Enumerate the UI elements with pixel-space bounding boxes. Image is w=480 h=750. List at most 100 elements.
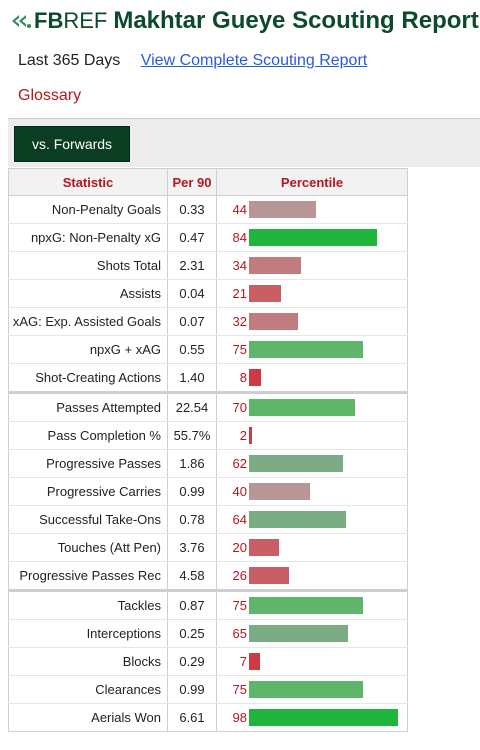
percentile-cell: 70	[216, 391, 408, 422]
stat-name: npxG: Non-Penalty xG	[8, 223, 168, 252]
percentile-value: 65	[232, 626, 247, 641]
percentile-cell: 44	[216, 195, 408, 224]
percentile-cell: 8	[216, 363, 408, 393]
percentile-bar	[249, 597, 363, 614]
table-row: Progressive Carries 0.99 40	[8, 477, 408, 506]
per90-value: 2.31	[167, 251, 217, 280]
stat-name: Interceptions	[8, 619, 168, 648]
percentile-cell: 34	[216, 251, 408, 280]
percentile-bar	[249, 257, 301, 274]
stat-name: Blocks	[8, 647, 168, 676]
percentile-cell: 26	[216, 561, 408, 591]
table-row: Assists 0.04 21	[8, 279, 408, 308]
per90-value: 0.07	[167, 307, 217, 336]
per90-value: 0.47	[167, 223, 217, 252]
percentile-cell: 64	[216, 505, 408, 534]
percentile-bar	[249, 313, 298, 330]
table-row: Clearances 0.99 75	[8, 675, 408, 704]
percentile-value: 75	[232, 342, 247, 357]
header-statistic[interactable]: Statistic	[8, 168, 168, 196]
percentile-cell: 7	[216, 647, 408, 676]
per90-value: 0.04	[167, 279, 217, 308]
logo-text-ref: REF	[63, 8, 108, 33]
percentile-cell: 40	[216, 477, 408, 506]
header-per90[interactable]: Per 90	[167, 168, 217, 196]
percentile-bar	[249, 201, 316, 218]
per90-value: 0.99	[167, 477, 217, 506]
table-row: Pass Completion % 55.7% 2	[8, 421, 408, 450]
period-label: Last 365 Days	[18, 52, 121, 69]
table-row: Aerials Won 6.61 98	[8, 703, 408, 732]
per90-value: 1.40	[167, 363, 217, 393]
page-header: FB REF Makhtar Gueye Scouting Report	[10, 6, 479, 36]
percentile-bar	[249, 511, 346, 528]
per90-value: 0.55	[167, 335, 217, 364]
percentile-bar	[249, 625, 348, 642]
percentile-cell: 75	[216, 675, 408, 704]
percentile-value: 64	[232, 512, 247, 527]
per90-value: 55.7%	[167, 421, 217, 450]
per90-value: 4.58	[167, 561, 217, 591]
per90-value: 0.87	[167, 589, 217, 620]
percentile-value: 98	[232, 710, 247, 725]
stat-name: Tackles	[8, 589, 168, 620]
tab-strip: vs. Forwards	[8, 118, 480, 167]
percentile-bar	[249, 427, 252, 444]
percentile-bar	[249, 455, 343, 472]
header-percentile[interactable]: Percentile	[216, 168, 408, 196]
percentile-value: 75	[232, 682, 247, 697]
stat-name: Progressive Passes	[8, 449, 168, 478]
fbref-logo-icon	[12, 15, 31, 28]
per90-value: 22.54	[167, 391, 217, 422]
stat-name: Aerials Won	[8, 703, 168, 732]
table-row: xAG: Exp. Assisted Goals 0.07 32	[8, 307, 408, 336]
percentile-bar	[249, 341, 363, 358]
stat-name: Passes Attempted	[8, 391, 168, 422]
stat-name: Progressive Carries	[8, 477, 168, 506]
percentile-bar	[249, 539, 279, 556]
per90-value: 0.33	[167, 195, 217, 224]
stat-name: Assists	[8, 279, 168, 308]
stat-name: Progressive Passes Rec	[8, 561, 168, 591]
per90-value: 0.78	[167, 505, 217, 534]
fbref-logo[interactable]: FB REF	[10, 8, 107, 34]
percentile-bar	[249, 653, 260, 670]
percentile-cell: 75	[216, 335, 408, 364]
percentile-value: 44	[232, 202, 247, 217]
percentile-cell: 62	[216, 449, 408, 478]
tab-vs-forwards[interactable]: vs. Forwards	[14, 126, 130, 162]
table-row: Tackles 0.87 75	[8, 589, 408, 620]
percentile-value: 34	[232, 258, 247, 273]
table-row: Progressive Passes 1.86 62	[8, 449, 408, 478]
stat-name: Shot-Creating Actions	[8, 363, 168, 393]
stat-name: Touches (Att Pen)	[8, 533, 168, 562]
percentile-bar	[249, 483, 310, 500]
table-row: Passes Attempted 22.54 70	[8, 391, 408, 422]
complete-report-link[interactable]: View Complete Scouting Report	[140, 52, 368, 69]
table-row: Interceptions 0.25 65	[8, 619, 408, 648]
table-row: npxG: Non-Penalty xG 0.47 84	[8, 223, 408, 252]
percentile-cell: 75	[216, 589, 408, 620]
percentile-value: 7	[239, 654, 247, 669]
percentile-cell: 84	[216, 223, 408, 252]
per90-value: 3.76	[167, 533, 217, 562]
page-title: Makhtar Gueye Scouting Report	[113, 7, 479, 34]
glossary-link[interactable]: Glossary	[18, 87, 82, 104]
percentile-value: 70	[232, 400, 247, 415]
stat-name: xAG: Exp. Assisted Goals	[8, 307, 168, 336]
percentile-value: 26	[232, 568, 247, 583]
percentile-bar	[249, 285, 281, 302]
percentile-value: 21	[232, 286, 247, 301]
percentile-bar	[249, 229, 377, 246]
percentile-cell: 98	[216, 703, 408, 732]
percentile-value: 40	[232, 484, 247, 499]
logo-text-fb: FB	[34, 8, 64, 33]
stat-name: Successful Take-Ons	[8, 505, 168, 534]
table-row: Shots Total 2.31 34	[8, 251, 408, 280]
table-row: Successful Take-Ons 0.78 64	[8, 505, 408, 534]
percentile-cell: 20	[216, 533, 408, 562]
percentile-bar	[249, 567, 289, 584]
percentile-bar	[249, 399, 355, 416]
stat-name: npxG + xAG	[8, 335, 168, 364]
percentile-cell: 65	[216, 619, 408, 648]
